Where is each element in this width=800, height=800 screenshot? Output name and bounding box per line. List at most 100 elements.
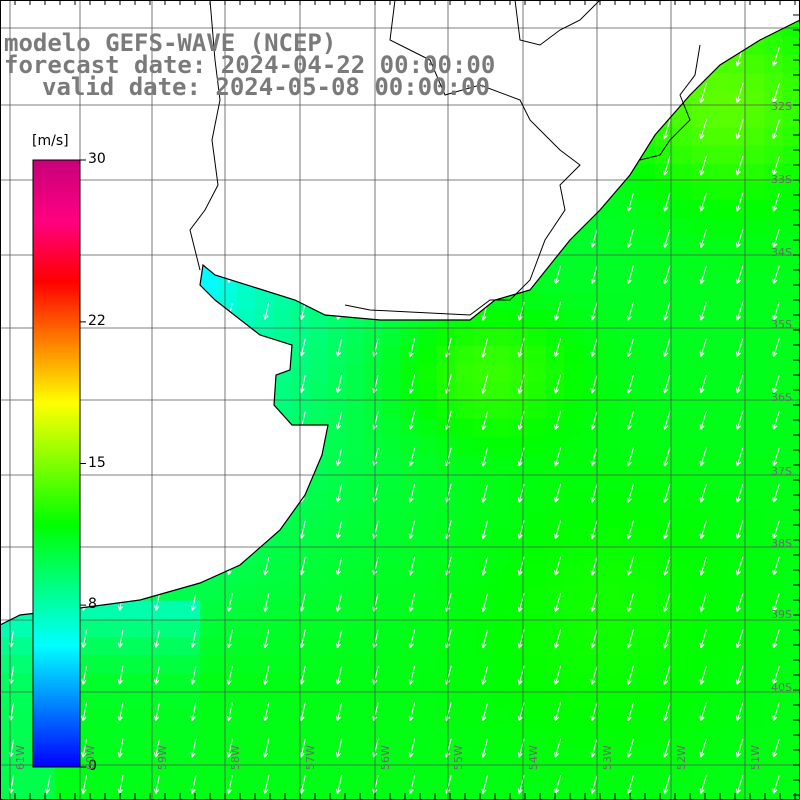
wind-arrow: [408, 265, 416, 284]
speed-cell: [163, 291, 183, 310]
speed-cell: [145, 564, 165, 583]
speed-cell: [345, 182, 365, 201]
wind-arrow: [699, 265, 707, 285]
speed-cell: [273, 400, 292, 420]
wind-arrow: [663, 520, 671, 540]
wind-arrow: [699, 556, 707, 576]
wind-arrow: [408, 338, 416, 358]
wind-arrow: [190, 594, 197, 611]
speed-cell: [145, 400, 165, 420]
speed-cell: [728, 655, 747, 674]
speed-cell: [345, 782, 365, 800]
speed-cell: [0, 182, 19, 201]
speed-cell: [182, 546, 201, 565]
wind-arrow: [190, 738, 197, 758]
speed-cell: [163, 182, 183, 201]
wind-arrow: [663, 265, 671, 285]
speed-cell: [527, 91, 547, 110]
speed-cell: [436, 473, 456, 492]
speed-cell: [637, 546, 656, 565]
speed-cell: [455, 182, 474, 201]
speed-cell: [327, 127, 347, 147]
speed-cell: [163, 218, 183, 238]
speed-cell: [455, 345, 474, 365]
speed-cell: [436, 254, 456, 274]
speed-cell: [309, 236, 329, 256]
speed-cell: [236, 618, 256, 638]
wind-arrow: [154, 448, 160, 466]
wind-arrow: [154, 738, 160, 758]
speed-cell: [709, 655, 729, 674]
speed-cell: [455, 546, 474, 565]
speed-cell: [254, 764, 274, 784]
wind-arrow: [772, 374, 780, 394]
speed-cell: [528, 0, 547, 19]
speed-cell: [546, 145, 565, 165]
speed-cell: [746, 637, 765, 656]
wind-arrow: [626, 665, 634, 685]
speed-cell: [218, 182, 238, 201]
speed-cell: [218, 473, 238, 492]
speed-cell: [509, 145, 529, 165]
wind-arrow: [590, 775, 598, 794]
speed-cell: [91, 746, 110, 765]
wind-arrow: [481, 120, 488, 139]
speed-cell: [163, 145, 183, 165]
speed-cell: [527, 36, 547, 56]
speed-cell: [491, 655, 511, 674]
speed-cell: [436, 691, 456, 711]
speed-cell: [273, 218, 292, 238]
speed-cell: [509, 91, 529, 110]
speed-cell: [473, 473, 492, 492]
speed-cell: [327, 327, 347, 347]
speed-cell: [709, 127, 729, 147]
speed-cell: [418, 746, 438, 765]
wind-arrow: [735, 702, 744, 722]
speed-cell: [436, 309, 456, 329]
speed-cell: [709, 764, 729, 784]
speed-cell: [509, 236, 529, 256]
speed-cell: [254, 382, 274, 401]
speed-cell: [273, 527, 292, 547]
speed-cell: [127, 327, 147, 347]
wind-arrow: [372, 302, 379, 321]
speed-cell: [109, 200, 128, 219]
speed-cell: [0, 254, 19, 274]
speed-cell: [163, 418, 183, 438]
speed-cell: [582, 436, 602, 456]
speed-cell: [436, 546, 456, 565]
speed-cell: [546, 182, 565, 201]
wind-arrow: [408, 738, 416, 758]
speed-cell: [709, 54, 729, 74]
wind-arrow: [735, 738, 744, 758]
speed-cell: [382, 345, 401, 365]
speed-cell: [127, 109, 147, 128]
speed-cell: [746, 655, 765, 674]
speed-cell: [273, 618, 292, 638]
wind-arrow: [190, 702, 197, 722]
speed-cell: [418, 546, 438, 565]
colorbar-tick-label: 0: [88, 758, 97, 774]
speed-cell: [218, 382, 238, 401]
speed-cell: [109, 273, 128, 292]
speed-cell: [127, 345, 147, 365]
wind-arrow: [554, 338, 562, 358]
speed-cell: [218, 0, 237, 19]
wind-arrow: [590, 702, 598, 722]
speed-cell: [200, 709, 219, 729]
latitude-label: 33S: [771, 173, 792, 186]
speed-cell: [618, 764, 638, 784]
speed-cell: [510, 0, 529, 19]
wind-arrow: [335, 484, 343, 503]
speed-cell: [637, 455, 656, 474]
speed-cell: [109, 691, 128, 711]
speed-cell: [236, 764, 256, 784]
speed-cell: [163, 200, 183, 219]
speed-cell: [619, 0, 638, 19]
speed-cell: [273, 345, 292, 365]
speed-cell: [273, 273, 292, 292]
speed-cell: [109, 109, 128, 128]
speed-cell: [163, 327, 183, 347]
speed-cell: [709, 527, 729, 547]
speed-cell: [618, 364, 638, 383]
